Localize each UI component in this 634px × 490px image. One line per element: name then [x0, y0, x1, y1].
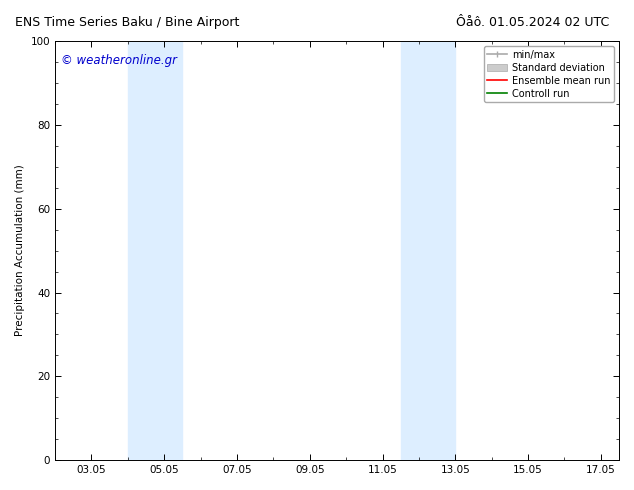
Y-axis label: Precipitation Accumulation (mm): Precipitation Accumulation (mm) — [15, 165, 25, 337]
Bar — [128, 41, 183, 460]
Bar — [401, 41, 455, 460]
Text: © weatheronline.gr: © weatheronline.gr — [61, 53, 177, 67]
Legend: min/max, Standard deviation, Ensemble mean run, Controll run: min/max, Standard deviation, Ensemble me… — [484, 46, 614, 102]
Text: Ôåô. 01.05.2024 02 UTC: Ôåô. 01.05.2024 02 UTC — [456, 16, 610, 29]
Text: ENS Time Series Baku / Bine Airport: ENS Time Series Baku / Bine Airport — [15, 16, 239, 29]
